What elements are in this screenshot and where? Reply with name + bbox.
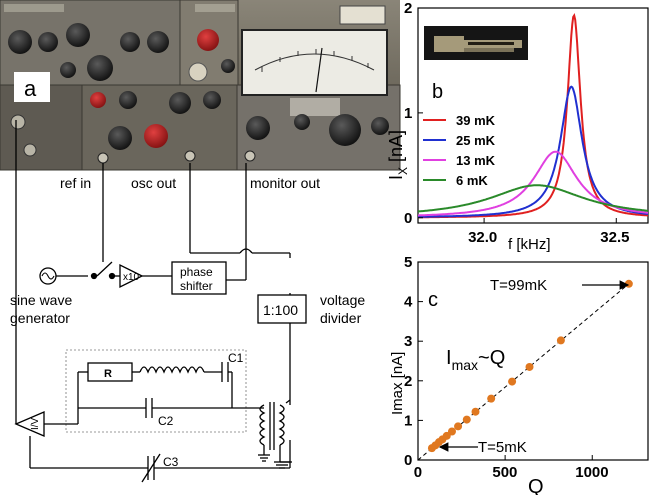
device-inset-photo	[424, 26, 528, 60]
chart-c-xlabel: Q	[528, 476, 544, 495]
chart-c-panel-label: c	[428, 289, 438, 311]
legend-label: 25 mK	[456, 133, 496, 148]
chart-c-axes: 0 500 1000 0 1 2 3 4 5	[404, 254, 609, 481]
y-tick-label: 2	[404, 373, 412, 390]
voltage-divider-line2: divider	[320, 310, 362, 326]
resistor-label: R	[104, 368, 112, 380]
legend-label: 13 mK	[456, 153, 496, 168]
y-tick-label: 0	[404, 210, 412, 227]
data-point	[447, 427, 456, 436]
data-point	[454, 422, 463, 431]
chart-b-legend: 39 mK 25 mK 13 mK 6 mK	[423, 113, 496, 188]
c3-label: C3	[163, 455, 179, 469]
series-line	[417, 184, 649, 213]
chart-b-series-group	[417, 13, 649, 219]
instrument-photo	[0, 0, 401, 171]
circuit-diagram	[14, 120, 292, 483]
data-point	[487, 394, 496, 403]
y-tick-label: 5	[404, 254, 412, 271]
panel-a-label: a	[24, 76, 37, 101]
amplifier-gain-label: x10	[123, 272, 140, 283]
sine-wave-generator-line2: generator	[10, 310, 70, 326]
chart-b-xlabel: f [kHz]	[508, 236, 551, 253]
voltage-divider-line1: voltage	[320, 292, 365, 308]
voltage-divider-box	[257, 294, 307, 324]
c2-label: C2	[158, 414, 174, 428]
legend-label: 6 mK	[456, 173, 488, 188]
sine-wave-generator-line1: sine wave	[10, 292, 72, 308]
data-point	[556, 336, 565, 345]
relation-label: Imax~Q	[446, 347, 505, 373]
data-point	[525, 362, 534, 371]
osc-out-label: osc out	[131, 175, 176, 191]
tuning-fork-box	[65, 349, 247, 433]
series-line	[418, 85, 649, 218]
phase-shifter-line1: phase	[180, 265, 213, 279]
chart-c-ylabel: Imax [nA]	[389, 352, 406, 415]
ref-in-label: ref in	[60, 175, 91, 191]
phase-shifter-box	[171, 261, 227, 295]
monitor-out-label: monitor out	[250, 175, 320, 191]
x-tick-label: 32.0	[468, 229, 497, 246]
voltage-divider-ratio: 1:100	[263, 302, 298, 318]
annotation-top: T=99mK	[490, 277, 547, 294]
panel-a-label-box	[14, 72, 50, 102]
y-tick-label: 0	[404, 452, 412, 469]
phase-shifter-line2: shifter	[180, 279, 213, 293]
x-tick-label: 0	[414, 464, 422, 481]
annotation-bottom: T=5mK	[478, 439, 527, 456]
y-tick-label: 4	[404, 294, 413, 311]
y-tick-label: 1	[404, 105, 412, 122]
legend-label: 39 mK	[456, 113, 496, 128]
x-tick-label: 1000	[575, 464, 608, 481]
data-point	[462, 415, 471, 424]
x-tick-label: 32.5	[600, 229, 629, 246]
chart-c: 0 500 1000 0 1 2 3 4 5 c Imax [nA] Q T=99mK T=5m…	[389, 254, 649, 495]
y-tick-label: 3	[404, 333, 412, 350]
y-tick-label: 2	[404, 0, 412, 17]
chart-b-axes: 32.0 32.5 0 1 2	[404, 0, 629, 246]
meter-window	[241, 29, 388, 96]
c1-label: C1	[228, 351, 244, 365]
iv-converter-label: I/V	[30, 417, 41, 430]
sine-wave-generator-icon	[39, 267, 57, 285]
chart-b-panel-label: b	[432, 81, 443, 103]
x-tick-label: 500	[492, 464, 517, 481]
chart-b-ylabel: IX [nA]	[386, 130, 410, 180]
data-point	[508, 377, 517, 386]
chart-b: 32.0 32.5 0 1 2 39 mK 25 mK 13 mK 6 mK b IX [nA…	[386, 0, 649, 253]
y-tick-label: 1	[404, 412, 412, 429]
data-point	[471, 407, 480, 416]
data-point	[624, 279, 633, 288]
